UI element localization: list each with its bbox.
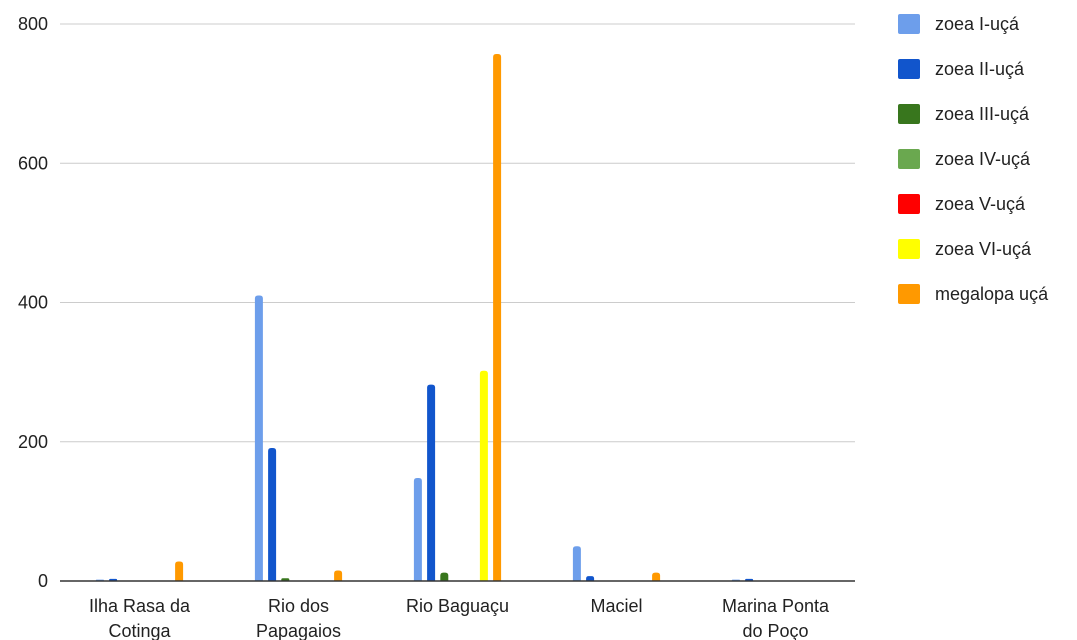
x-tick-label: Maciel [590,596,642,616]
y-axis-tick-labels: 0 200 400 600 800 [18,14,48,591]
y-tick-label: 0 [38,571,48,591]
gridlines [60,23,855,443]
legend-label: zoea I-uçá [935,14,1020,34]
legend: zoea I-uçá zoea II-uçá zoea III-uçá zoea IV… [898,14,1049,304]
x-tick-label: Rio Baguaçu [406,596,509,616]
bar-megalopa-uçá [175,561,184,581]
bar-zoea-vi-uçá [479,370,488,581]
legend-label: zoea VI-uçá [935,239,1032,259]
legend-swatch [898,149,920,169]
legend-label: zoea IV-uçá [935,149,1031,169]
bar-zoea-i-uçá [254,295,263,581]
x-tick-label: Ilha Rasa da Cotinga [89,596,191,640]
legend-swatch [898,194,920,214]
bar-megalopa-uçá [493,53,502,582]
y-tick-label: 600 [18,153,48,173]
legend-swatch [898,59,920,79]
y-tick-label: 800 [18,14,48,34]
y-tick-label: 400 [18,293,48,313]
bar-zoea-ii-uçá [268,448,277,581]
bars [95,53,754,582]
legend-swatch [898,104,920,124]
x-axis-tick-labels: Ilha Rasa da Cotinga Rio dos Papagaios Rio B… [89,596,830,640]
y-tick-label: 200 [18,432,48,452]
legend-swatch [898,284,920,304]
legend-label: zoea V-uçá [935,194,1026,214]
bar-zoea-i-uçá [413,477,422,581]
bar-megalopa-uçá [652,572,661,581]
bar-zoea-ii-uçá [427,384,436,581]
bar-zoea-i-uçá [572,546,581,581]
legend-label: megalopa uçá [935,284,1049,304]
x-tick-label: Marina Ponta do Poço [722,596,830,640]
bar-megalopa-uçá [334,570,343,581]
legend-swatch [898,14,920,34]
x-tick-label: Rio dos Papagaios [256,596,341,640]
bar-zoea-iii-uçá [440,572,449,581]
legend-swatch [898,239,920,259]
legend-label: zoea II-uçá [935,59,1025,79]
bar-zoea-ii-uçá [586,576,595,581]
legend-label: zoea III-uçá [935,104,1030,124]
